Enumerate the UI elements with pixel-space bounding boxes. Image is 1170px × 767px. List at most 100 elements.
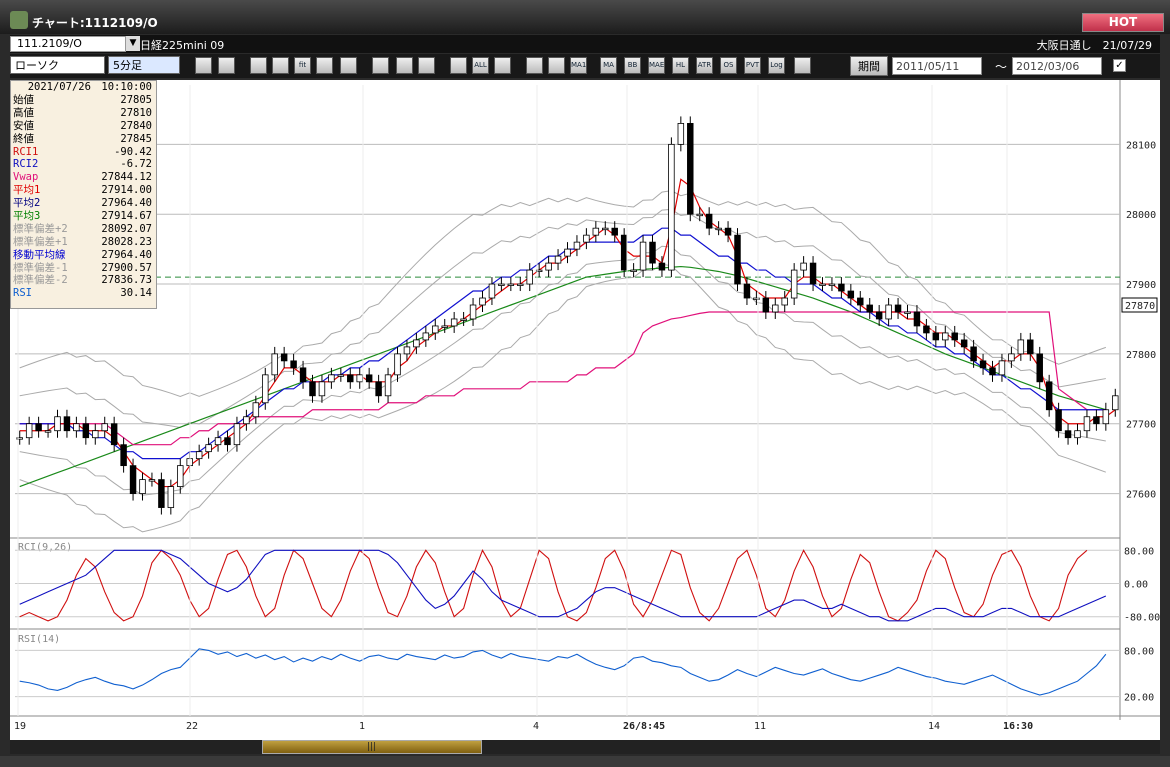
price-tick-label: 27900 [1126,280,1156,291]
rci-tick-label: -80.00 [1124,613,1160,624]
info-value: 27845 [120,132,152,145]
candle-body [158,479,165,508]
ma-mid-line [19,227,1106,460]
candle-body [705,213,713,229]
info-label: RCI1 [13,145,39,158]
tool-edit-button[interactable] [526,57,543,74]
info-row: Vwap 27844.12 [11,171,156,184]
info-label: RSI [13,287,32,300]
rci-tick-label: 0.00 [1124,580,1148,591]
time-scrollbar[interactable] [10,740,1160,754]
candle-body [1064,430,1072,439]
tool-all-button[interactable]: ALL [472,57,489,74]
tool-ma-button[interactable]: MA [600,57,617,74]
tool-os-button[interactable]: OS [720,57,737,74]
candle-body [932,332,940,341]
tool-zoom-button[interactable] [195,57,212,74]
bollinger-band-line [19,190,1107,397]
candle-body [347,374,354,383]
candle-body [894,304,902,313]
tool-pvt-button[interactable]: PVT [744,57,761,74]
candle-body [687,123,694,215]
candle-body [620,234,628,271]
tool-mae-button[interactable]: MAE [648,57,665,74]
tool-atr-button[interactable]: ATR [696,57,713,74]
candle-body [1074,430,1081,439]
candle-body [120,444,127,467]
candle-body [592,227,600,236]
info-row: 高値 27810 [11,107,156,120]
symbol-dropdown-icon[interactable]: ▼ [126,36,140,51]
title-bar[interactable]: チャート:1112109/O HOT [0,0,1170,34]
candle-body [866,304,873,313]
bollinger-band-line [19,263,1107,533]
date-to-input[interactable]: 2012/03/06 [1012,57,1102,75]
info-datetime: 2021/07/26 10:10:00 [27,81,152,93]
candle-body [1045,381,1053,411]
candle-body [526,269,533,285]
candle-body [271,353,278,376]
time-tick-label: 14 [928,721,940,732]
info-row: RSI 30.14 [11,287,156,300]
info-value: 27964.40 [101,248,152,261]
tool-fit-button[interactable]: fit [294,57,311,74]
tool-down-button[interactable] [250,57,267,74]
tool-hl-button[interactable]: HL [672,57,689,74]
interval-select[interactable]: 5分足 [108,56,180,74]
candle-body [677,123,685,145]
candle-body [82,423,90,439]
info-value: 27964.40 [101,197,152,210]
tool-log-button[interactable]: Log [768,57,785,74]
date-from-input[interactable]: 2011/05/11 [892,57,982,75]
symbol-input[interactable]: 111.2109/O [10,36,126,52]
price-tick-label: 27600 [1126,490,1156,501]
scrollbar-thumb[interactable]: ||| [262,740,482,754]
time-tick-label: 1 [359,721,365,732]
candle-body [649,241,656,264]
info-row: 標準偏差-1 27900.57 [11,262,156,275]
candle-body [639,241,647,271]
tool-split-button[interactable] [794,57,811,74]
tool-draw-button[interactable] [340,57,357,74]
candle-body [375,381,382,397]
info-value: 27914.00 [101,184,152,197]
session-info: 大阪日通し 21/07/29 [1036,39,1152,52]
candle-body [422,332,430,341]
candle-body [63,416,71,432]
tool-bb-button[interactable]: BB [624,57,641,74]
candle-body [177,465,184,487]
hot-button[interactable]: HOT [1082,13,1164,32]
info-row: RCI1 -90.42 [11,146,156,159]
tool-undo-button[interactable] [396,57,413,74]
info-label: 移動平均線 [13,248,66,261]
candle-body [394,353,401,376]
tool-help-button[interactable] [316,57,333,74]
candle-body [951,332,958,341]
info-value: 27840 [120,119,152,132]
chart-area[interactable]: 28100 28000 27900 27800 27700 27600 27870 RCI(9… [10,80,1160,740]
candle-body [384,374,392,397]
candle-body [299,367,307,383]
info-label: 標準偏差-2 [13,274,68,287]
chart-type-select[interactable]: ローソク [10,56,105,74]
tool-ma1-button[interactable]: MA1 [570,57,587,74]
date-range-checkbox[interactable]: ✓ [1113,59,1126,72]
tool-grid-button[interactable] [494,57,511,74]
candle-body [1083,416,1091,432]
symbol-bar: 111.2109/O ▼ 日経225mini 09 大阪日通し 21/07/29 [10,35,1160,53]
period-button[interactable]: 期間 [850,56,888,76]
tool-cursor-button[interactable] [372,57,389,74]
candle-body [583,234,590,243]
candle-body [44,430,52,433]
tool-zoom-in-button[interactable] [272,57,289,74]
tool-cross-button[interactable] [218,57,235,74]
candle-body [413,339,420,348]
tool-box2-button[interactable] [450,57,467,74]
bollinger-band-line [19,208,1106,429]
info-row: 標準偏差-2 27836.73 [11,274,156,287]
tool-color-button[interactable] [548,57,565,74]
candle-body [942,332,949,341]
candle-body [573,241,581,250]
info-value: 27810 [120,106,152,119]
tool-box1-button[interactable] [418,57,435,74]
